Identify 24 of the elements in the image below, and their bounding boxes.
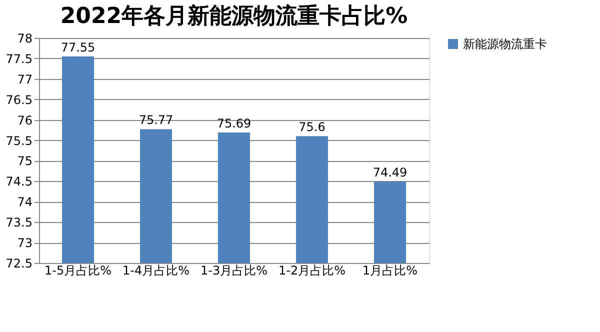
x-tick-label: 1-4月占比% bbox=[122, 264, 190, 278]
y-tick-label: 74.5 bbox=[6, 174, 32, 189]
y-tick-label: 78 bbox=[17, 32, 32, 46]
x-tick-label: 1-2月占比% bbox=[278, 264, 346, 278]
y-tick-label: 77 bbox=[17, 72, 32, 86]
y-tick-label: 76.5 bbox=[6, 92, 32, 107]
chart-title: 2022年各月新能源物流重卡占比% bbox=[60, 3, 408, 29]
y-tick-label: 75.5 bbox=[6, 134, 32, 148]
y-tick-label: 72.5 bbox=[6, 256, 32, 270]
x-tick-label: 1-5月占比% bbox=[44, 264, 112, 278]
y-tick-label: 73.5 bbox=[6, 216, 32, 230]
y-tick-label: 75 bbox=[17, 154, 32, 168]
x-tick-label: 1月占比% bbox=[362, 264, 418, 278]
data-label: 75.6 bbox=[298, 120, 326, 134]
data-label: 74.49 bbox=[372, 166, 408, 180]
legend-label: 新能源物流重卡 bbox=[463, 37, 547, 51]
x-tick-label: 1-3月占比% bbox=[200, 264, 268, 278]
data-label: 75.77 bbox=[138, 113, 174, 128]
y-tick-label: 74 bbox=[17, 195, 32, 210]
data-label: 77.55 bbox=[60, 40, 96, 54]
data-label: 75.69 bbox=[216, 116, 252, 130]
y-tick-label: 73 bbox=[17, 236, 32, 250]
y-tick-label: 76 bbox=[17, 113, 32, 128]
y-tick-label: 77.5 bbox=[6, 52, 32, 66]
